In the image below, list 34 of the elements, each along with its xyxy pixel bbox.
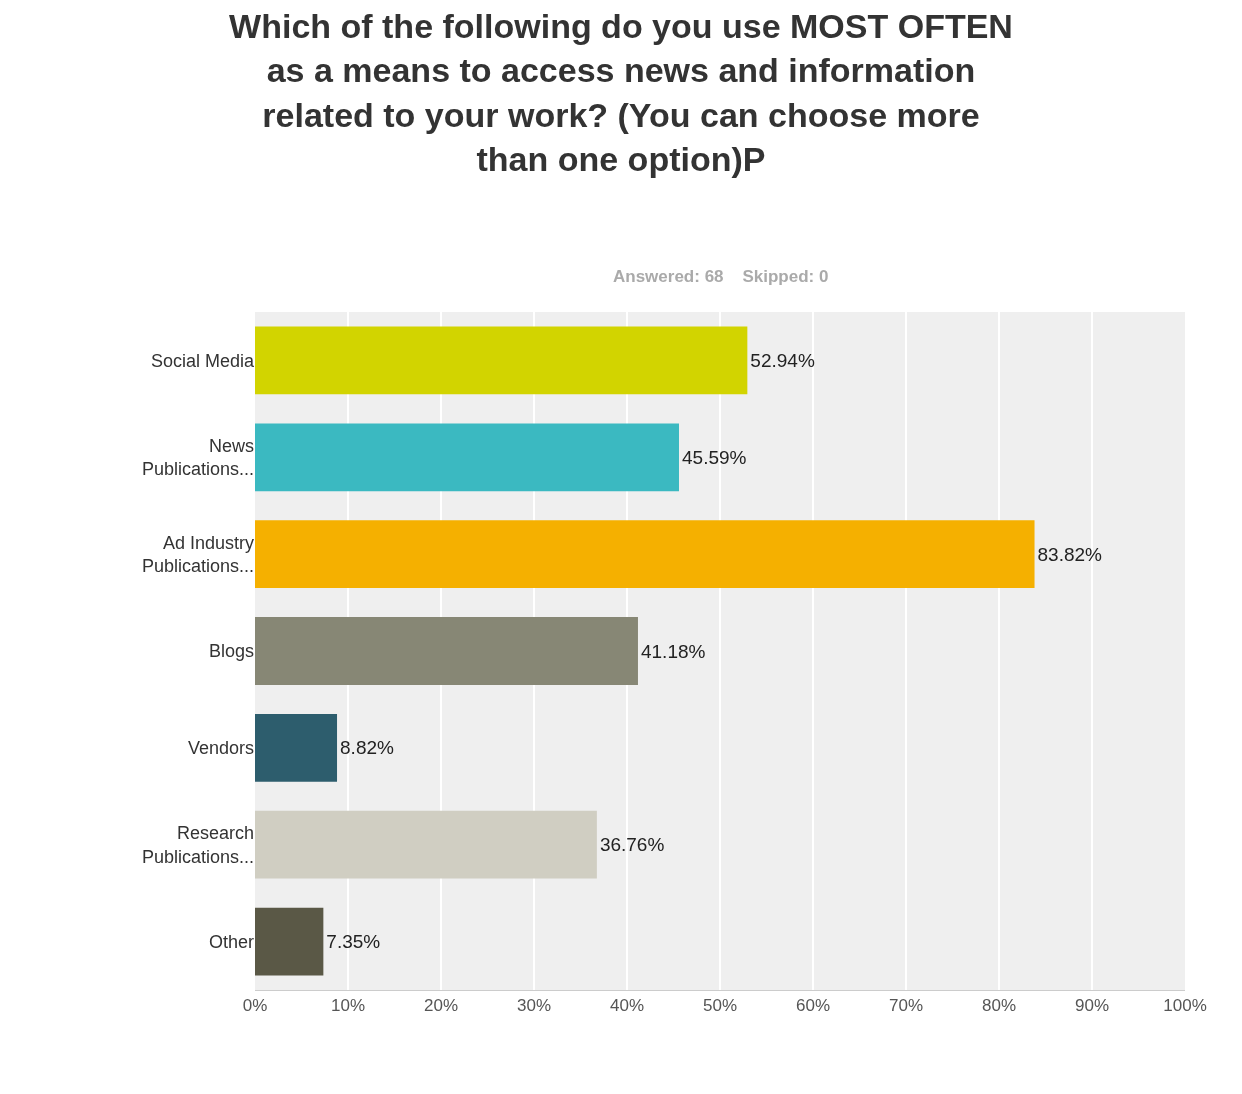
x-tick-label: 50% [702,996,738,1016]
bar [255,423,679,492]
bar [255,713,338,782]
bar [255,907,324,976]
data-label: 45.59% [681,446,747,468]
x-tick-label: 10% [330,996,366,1016]
x-tick-label: 90% [1074,996,1110,1016]
y-tick-label: Other [208,931,254,952]
y-tick-label: News Publications... [141,435,254,480]
x-tick-label: 60% [795,996,831,1016]
x-tick-label: 0% [242,996,268,1016]
y-tick-label: Blogs [208,641,254,662]
x-tick-label: 40% [609,996,645,1016]
x-tick-label: 20% [423,996,459,1016]
data-label: 36.76% [599,834,665,856]
y-tick-label: Vendors [187,738,254,759]
data-label: 8.82% [340,737,395,759]
data-label: 83.82% [1037,543,1103,565]
x-tick-label: 80% [981,996,1017,1016]
bar [255,810,597,879]
data-label: 41.18% [640,640,706,662]
y-tick-label: Ad Industry Publications... [141,532,254,577]
bar [255,617,638,685]
y-tick-label: Research Publications... [141,823,254,867]
x-tick-label: 30% [516,996,552,1016]
data-label: 7.35% [326,931,381,953]
chart-title: Which of the following do you use MOST OFTEN as a means to access news and information related to your work? (You can choose more than one option)P [229,7,1013,178]
x-tick-label: 100% [1163,996,1207,1016]
chart-subtitle: Answered: 68 Skipped: 0 [613,267,829,286]
bar [255,326,748,395]
x-tick-label: 70% [888,996,924,1016]
data-label: 52.94% [750,349,815,371]
y-tick-label: Social Media [150,350,255,371]
bar [255,520,1035,589]
